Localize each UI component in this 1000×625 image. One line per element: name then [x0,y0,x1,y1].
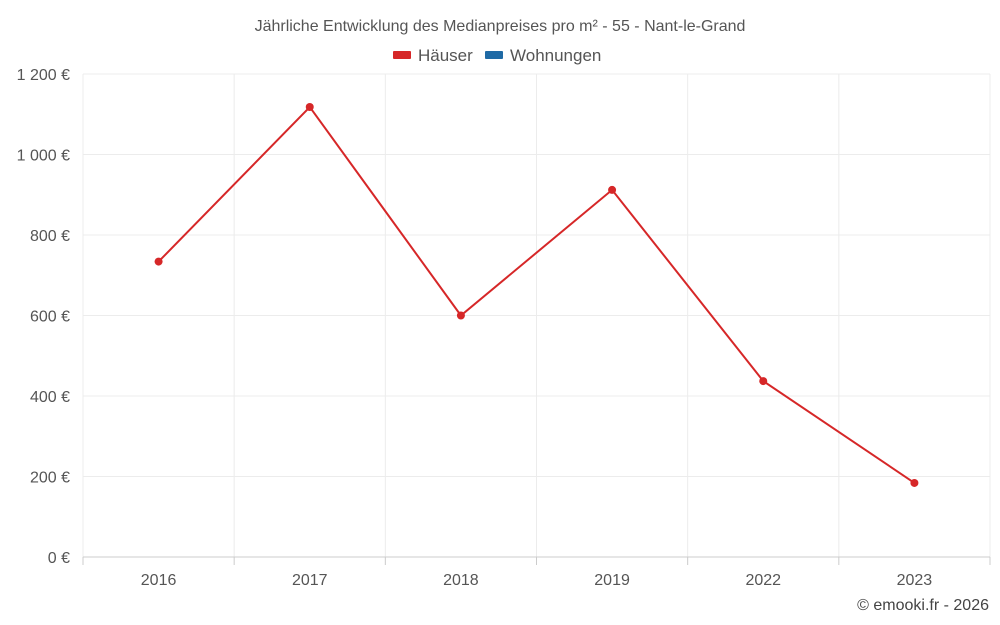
y-tick-label: 400 € [30,389,70,406]
y-tick-label: 200 € [30,470,70,487]
data-point[interactable] [759,377,768,386]
legend-label-haeuser: Häuser [418,46,473,65]
series-line [157,105,915,484]
data-point[interactable] [305,103,314,112]
data-point[interactable] [154,257,163,266]
data-point[interactable] [910,478,919,487]
chart-title: Jährliche Entwicklung des Medianpreises … [255,18,746,35]
y-tick-label: 0 € [48,550,70,567]
legend-swatch-wohnungen [485,51,503,59]
y-tick-label: 800 € [30,228,70,245]
x-tick-label: 2016 [141,572,177,589]
data-point[interactable] [456,311,465,320]
x-tick-label: 2022 [745,572,781,589]
x-tick-label: 2018 [443,572,479,589]
legend-label-wohnungen: Wohnungen [510,46,601,65]
series-haeuser [154,103,919,487]
legend-swatch-haeuser [393,51,411,59]
credit-text: © emooki.fr - 2026 [857,597,989,614]
x-tick-label: 2017 [292,572,328,589]
legend-item-wohnungen[interactable]: Wohnungen [485,46,601,65]
y-tick-label: 1 000 € [17,148,70,165]
x-axis-ticks: 2016 2017 2018 2019 2022 2023 [82,557,991,589]
legend-item-haeuser[interactable]: Häuser [393,46,473,65]
legend: Häuser Wohnungen [393,46,601,65]
data-point[interactable] [608,185,617,194]
x-gridlines [82,74,991,557]
x-tick-label: 2023 [897,572,933,589]
y-tick-label: 1 200 € [17,67,70,84]
y-axis-ticks: 0 € 200 € 400 € 600 € 800 € 1 000 € 1 200 € [17,67,70,567]
x-tick-label: 2019 [594,572,630,589]
y-tick-label: 600 € [30,309,70,326]
